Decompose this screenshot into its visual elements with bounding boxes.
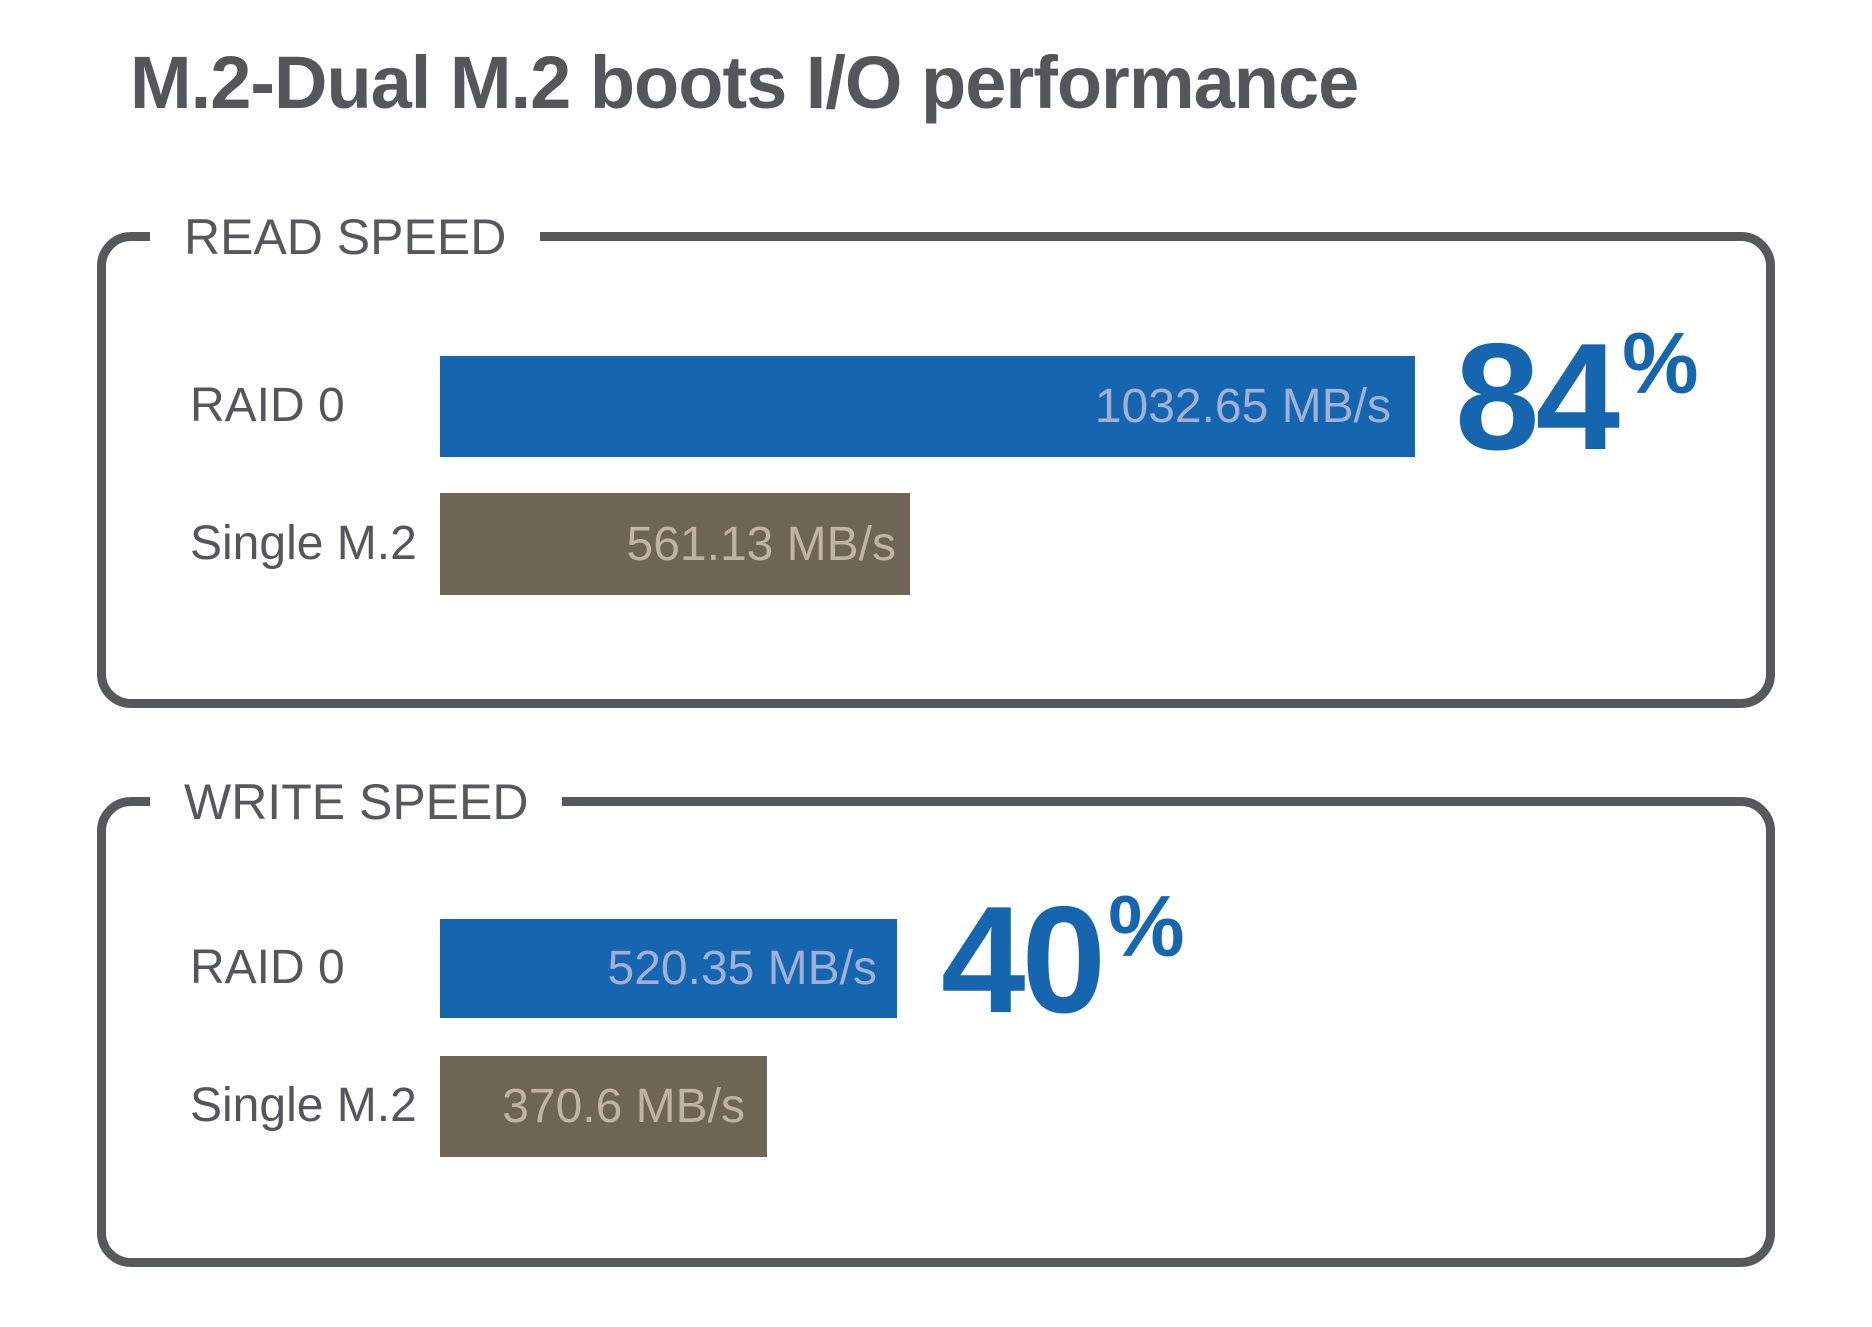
write-percent-sign: % (1108, 879, 1185, 975)
read-percentage-number: 84 (1455, 312, 1620, 482)
write-highlight-percentage: 40 % (941, 884, 1185, 1036)
read-percent-sign: % (1622, 316, 1699, 412)
page-title: M.2-Dual M.2 boots I/O performance (130, 41, 1359, 124)
write-raid0-category-label: RAID 0 (190, 941, 345, 994)
write-raid0-value-label: 520.35 MB/s (607, 942, 877, 995)
write-percentage-number: 40 (941, 875, 1106, 1045)
read-single-category-label: Single M.2 (190, 517, 417, 570)
read-single-bar: 561.13 MB/s (440, 493, 910, 595)
read-single-value-label: 561.13 MB/s (626, 517, 896, 571)
write-single-category-label: Single M.2 (190, 1079, 417, 1132)
read-highlight-percentage: 84 % (1455, 321, 1699, 473)
write-speed-panel-label: WRITE SPEED (150, 771, 563, 833)
write-single-bar: 370.6 MB/s (440, 1056, 767, 1157)
read-raid0-bar: 1032.65 MB/s (440, 356, 1415, 457)
read-speed-panel (97, 232, 1775, 708)
read-speed-panel-label: READ SPEED (150, 206, 541, 268)
write-speed-panel (97, 797, 1775, 1267)
read-raid0-value-label: 1032.65 MB/s (1094, 380, 1391, 433)
read-raid0-category-label: RAID 0 (190, 379, 345, 432)
write-single-value-label: 370.6 MB/s (502, 1080, 745, 1133)
write-raid0-bar: 520.35 MB/s (440, 919, 897, 1018)
